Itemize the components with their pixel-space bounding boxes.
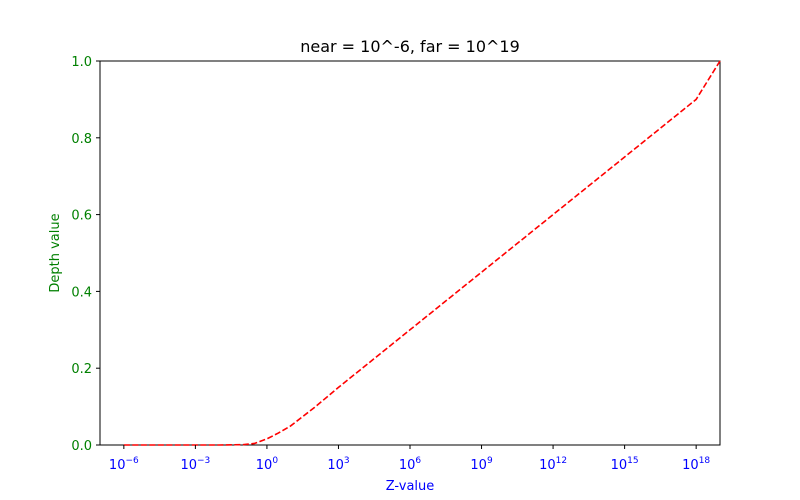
y-tick-label: 0.0 (71, 439, 92, 454)
x-tick-label: 1018 (682, 456, 710, 473)
x-axis-ticks: 10−6 10−3 100 103 106 109 1012 1015 1018 (109, 445, 710, 473)
x-tick-label: 10−6 (109, 456, 139, 473)
y-axis-label: Depth value (48, 213, 63, 292)
y-axis-ticks: 0.0 0.2 0.4 0.6 0.8 1.0 (71, 55, 100, 454)
plot-frame (99, 60, 721, 446)
x-axis-label: Z-value (386, 479, 435, 494)
x-tick-label: 1015 (611, 456, 639, 473)
x-tick-label: 103 (327, 456, 349, 473)
y-tick-label: 0.4 (71, 285, 92, 300)
x-tick-label: 10−3 (180, 456, 210, 473)
series-layer (123, 60, 721, 446)
y-tick-label: 0.6 (71, 209, 92, 224)
plot-area (99, 60, 721, 446)
x-tick-label: 106 (399, 456, 422, 473)
series-line-0 (123, 60, 721, 446)
x-tick-label: 1012 (539, 456, 567, 473)
y-tick-label: 0.2 (71, 362, 92, 377)
x-tick-label: 100 (256, 456, 279, 473)
chart-title: near = 10^-6, far = 10^19 (300, 37, 520, 56)
y-tick-label: 0.8 (71, 132, 92, 147)
x-tick-label: 109 (470, 456, 493, 473)
y-tick-label: 1.0 (71, 55, 92, 70)
